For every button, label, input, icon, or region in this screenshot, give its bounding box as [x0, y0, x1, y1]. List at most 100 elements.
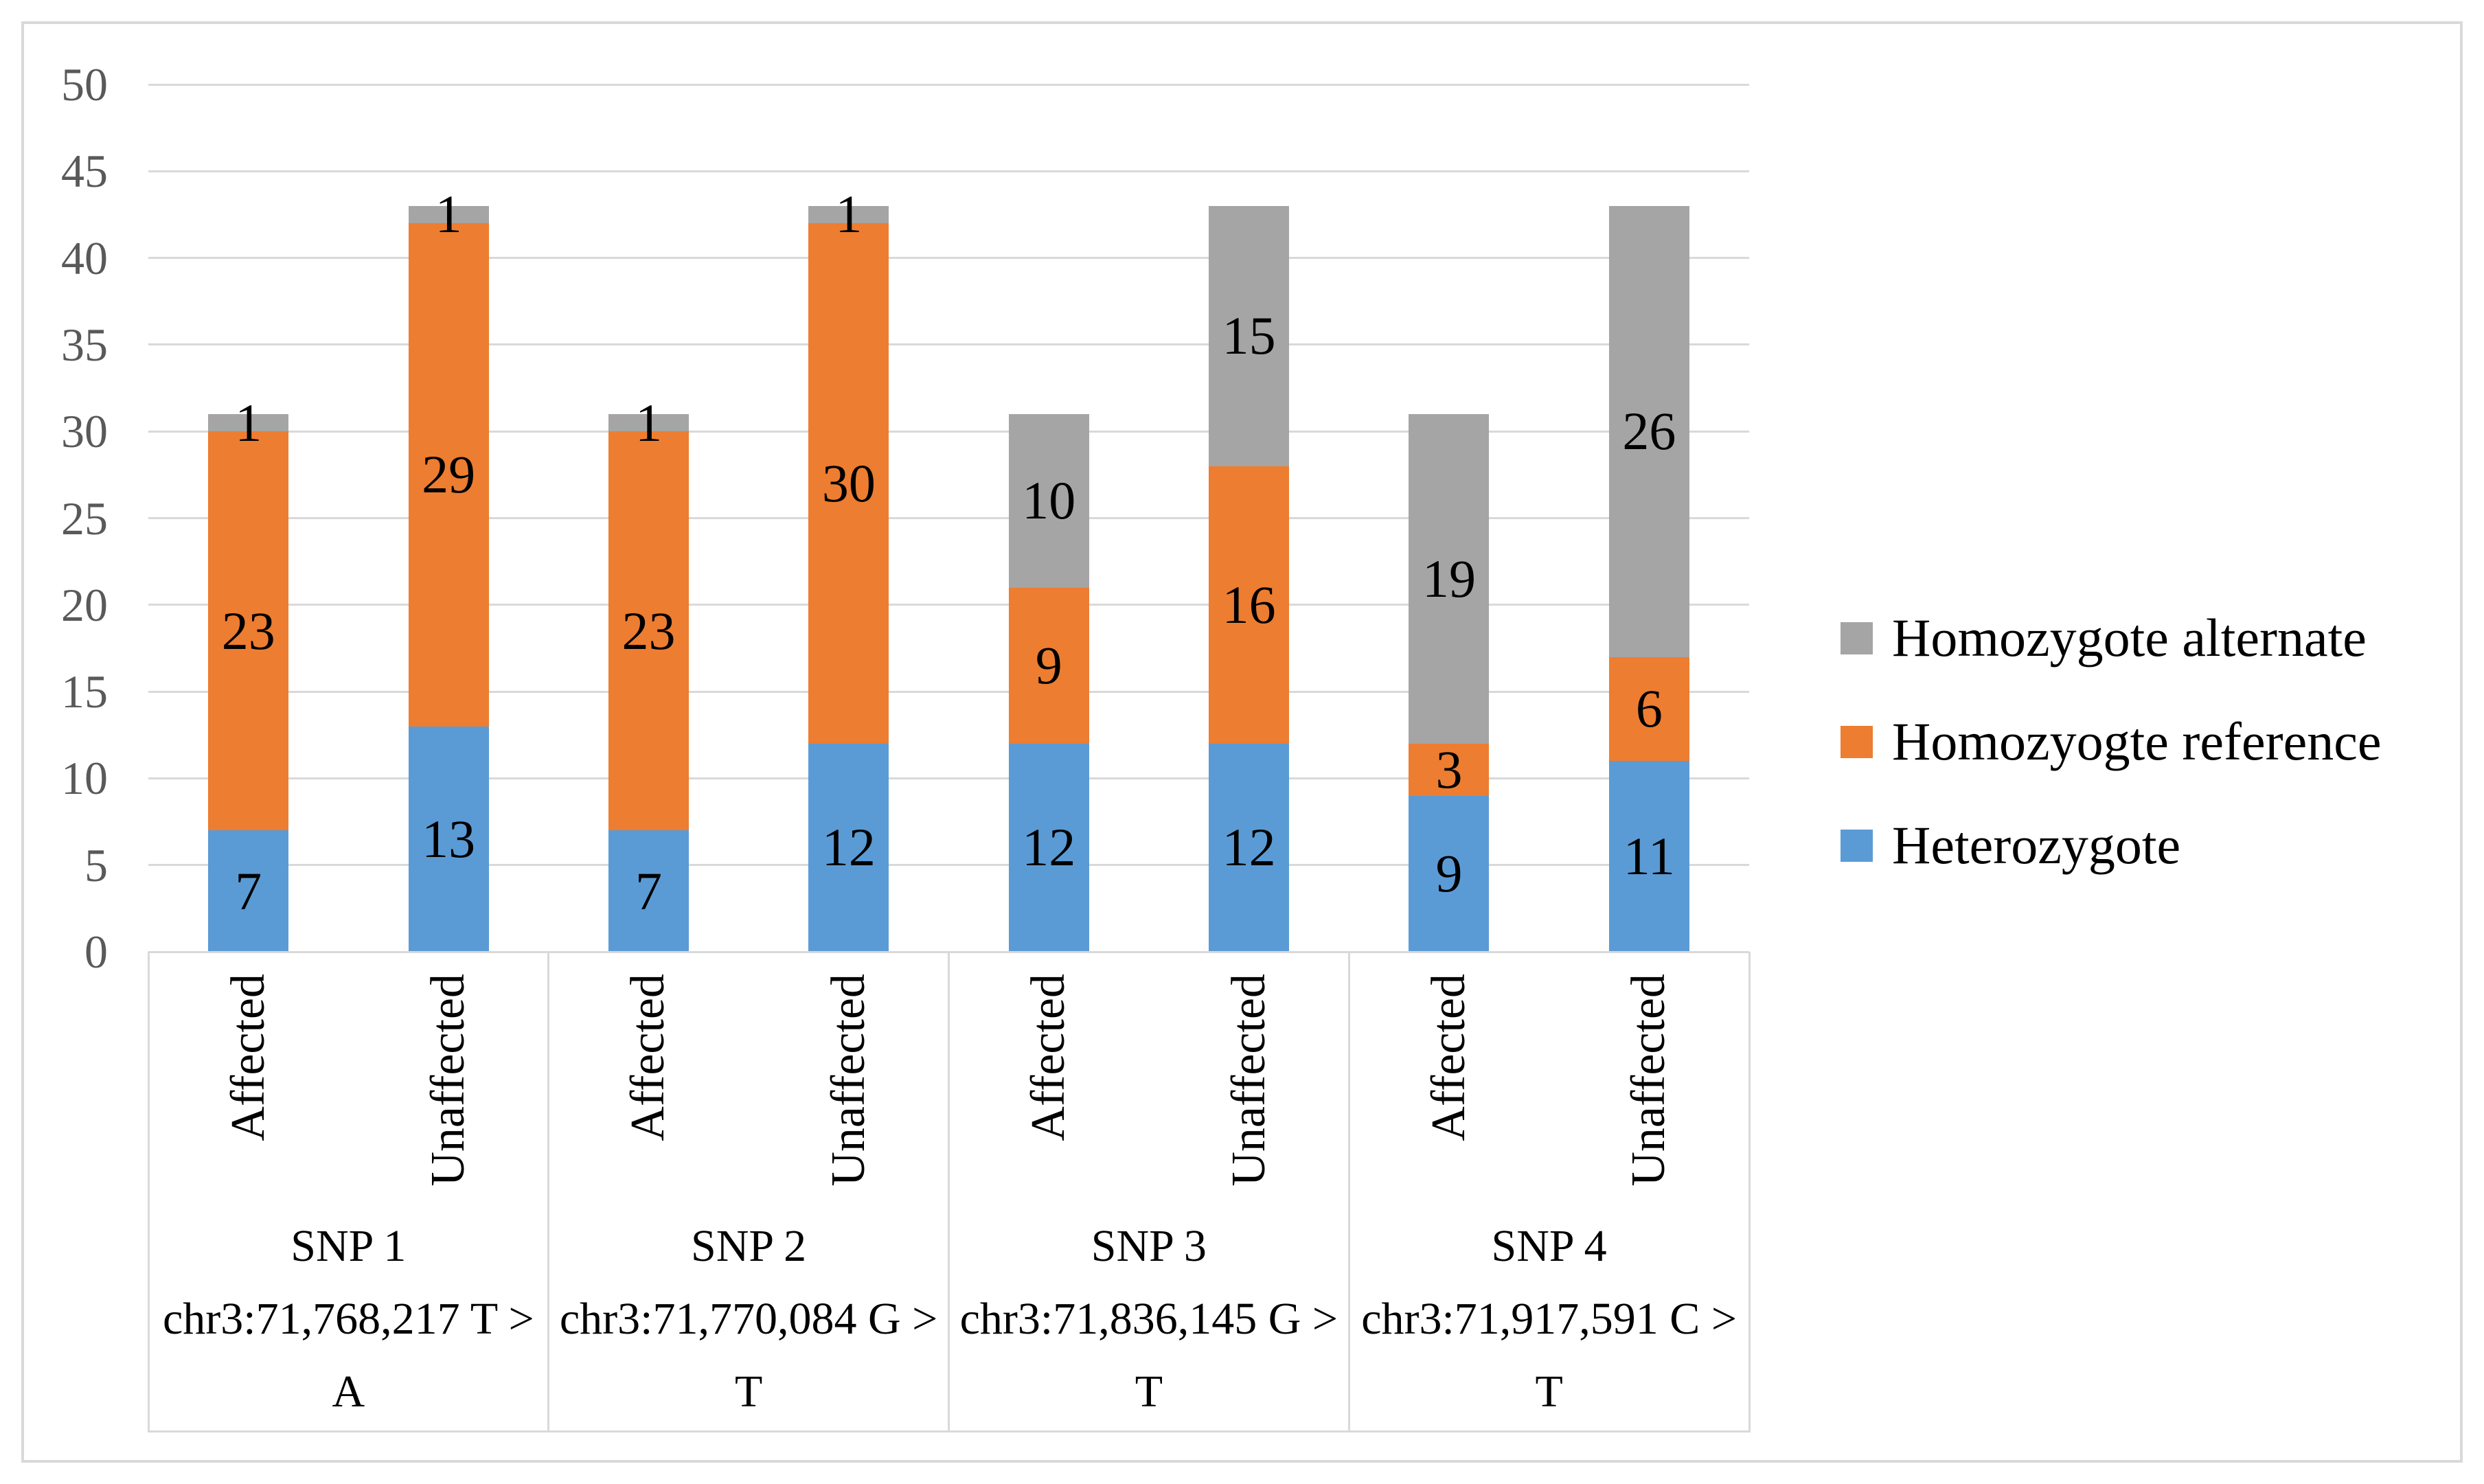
category-label-unaffected: Unaffected — [422, 974, 475, 1187]
gridline-15 — [148, 690, 1749, 693]
category-label-unaffected: Unaffected — [1622, 974, 1676, 1187]
bar-segment-heterozygote — [1209, 743, 1290, 952]
bar-segment-homozygote-alternate — [1008, 413, 1089, 588]
bar-segment-value-label: 1 — [835, 184, 863, 244]
category-label-unaffected: Unaffected — [1222, 974, 1275, 1187]
bar-segment-value-label: 26 — [1622, 401, 1676, 461]
y-tick-label-40: 40 — [61, 231, 108, 284]
gridline-35 — [148, 343, 1749, 346]
gridline-5 — [148, 864, 1749, 867]
category-label-unaffected: Unaffected — [821, 974, 875, 1187]
bar-segment-value-label: 12 — [1022, 817, 1076, 878]
y-tick-label-15: 15 — [61, 665, 108, 718]
bar-segment-value-label: 7 — [235, 860, 262, 921]
bar-segment-value-label: 23 — [622, 600, 676, 661]
snp-group-label-line: SNP 1 — [290, 1221, 407, 1271]
bar-segment-heterozygote — [1608, 761, 1689, 952]
snp-group-label-line: chr3:71,770,084 G > — [559, 1294, 938, 1344]
gridline-40 — [148, 257, 1749, 260]
bar-segment-heterozygote — [208, 830, 289, 952]
bar-segment-value-label: 11 — [1623, 826, 1675, 887]
snp-group-label-line: SNP 4 — [1491, 1221, 1607, 1271]
bar-segment-value-label: 12 — [1222, 817, 1276, 878]
bar-segment-homozygote-alternate — [608, 413, 689, 432]
gridline-25 — [148, 517, 1749, 519]
bar-segment-value-label: 9 — [1435, 843, 1463, 904]
snp-group-label: SNP 4 chr3:71,917,591 C > T — [1349, 1210, 1749, 1428]
category-label-affected: Affected — [221, 974, 275, 1141]
legend-item-heterozygote: Heterozygote — [1841, 819, 2180, 872]
bar-segment-homozygote-alternate — [208, 413, 289, 432]
bar-segment-value-label: 1 — [435, 184, 462, 244]
bar-segment-homozyogte-reference — [1608, 657, 1689, 762]
bar-segment-value-label: 3 — [1435, 739, 1463, 799]
bar-segment-homozyogte-reference — [1209, 466, 1290, 744]
snp-group-label-line: SNP 3 — [1091, 1221, 1207, 1271]
bar-segment-homozyogte-reference — [808, 223, 889, 744]
category-group-divider — [1748, 952, 1751, 1432]
bar-segment-value-label: 9 — [1035, 635, 1062, 696]
bar-segment-value-label: 30 — [821, 453, 876, 513]
y-tick-label-30: 30 — [61, 405, 108, 458]
bar-segment-value-label: 19 — [1422, 548, 1476, 608]
chart-border — [21, 21, 2463, 1463]
y-tick-label-5: 5 — [84, 838, 108, 891]
y-tick-label-20: 20 — [61, 578, 108, 631]
bar-segment-value-label: 29 — [422, 444, 476, 505]
bar-segment-homozyogte-reference — [608, 431, 689, 831]
category-label-affected: Affected — [1422, 974, 1475, 1141]
bar-segment-homozygote-alternate — [408, 205, 489, 224]
bar-segment-value-label: 1 — [635, 392, 662, 453]
y-tick-label-0: 0 — [84, 926, 108, 978]
snp-group-label-line: T — [1535, 1367, 1563, 1417]
bar-segment-homozyogte-reference — [1008, 587, 1089, 744]
snp-group-label-line: chr3:71,768,217 T > — [162, 1294, 534, 1344]
legend-swatch-icon — [1841, 621, 1873, 654]
snp-group-label-line: chr3:71,836,145 G > — [959, 1294, 1338, 1344]
y-tick-label-45: 45 — [61, 145, 108, 198]
snp-group-label-line: T — [1135, 1367, 1163, 1417]
bar-segment-heterozygote — [408, 726, 489, 952]
bar-segment-homozygote-alternate — [1409, 413, 1490, 744]
gridline-45 — [148, 170, 1749, 172]
snp-group-label: SNP 3 chr3:71,836,145 G > T — [949, 1210, 1349, 1428]
category-group-divider — [1347, 952, 1350, 1432]
category-group-divider — [948, 952, 950, 1432]
snp-group-label-line: chr3:71,917,591 C > — [1361, 1294, 1737, 1344]
legend-item-homozyogte-reference: Homozyogte reference — [1841, 715, 2381, 768]
gridline-20 — [148, 604, 1749, 606]
legend-swatch-icon — [1841, 829, 1873, 862]
bar-segment-value-label: 7 — [635, 860, 662, 921]
category-group-divider — [147, 952, 150, 1432]
legend-item-homozygote-alternate: Homozygote alternate — [1841, 611, 2367, 665]
gridline-50 — [148, 83, 1749, 86]
bar-segment-homozyogte-reference — [408, 223, 489, 727]
y-tick-label-25: 25 — [61, 492, 108, 545]
bar-segment-heterozygote — [808, 743, 889, 952]
bar-segment-homozygote-alternate — [1608, 205, 1689, 657]
bar-segment-heterozygote — [1409, 795, 1490, 952]
bar-segment-value-label: 23 — [221, 600, 275, 661]
y-tick-label-10: 10 — [61, 752, 108, 805]
bar-segment-value-label: 10 — [1022, 470, 1076, 531]
legend-label: Homozygote alternate — [1892, 608, 2367, 667]
legend-swatch-icon — [1841, 725, 1873, 758]
snp-group-label: SNP 1 chr3:71,768,217 T > A — [148, 1210, 549, 1428]
snp-group-label-line: SNP 2 — [691, 1221, 807, 1271]
bar-segment-homozygote-alternate — [1209, 205, 1290, 466]
bar-segment-value-label: 16 — [1222, 574, 1276, 635]
category-label-affected: Affected — [1022, 974, 1075, 1141]
bar-segment-value-label: 1 — [235, 392, 262, 453]
gridline-30 — [148, 430, 1749, 433]
bar-segment-value-label: 12 — [821, 817, 876, 878]
legend-label: Homozyogte reference — [1892, 711, 2382, 771]
bar-segment-value-label: 15 — [1222, 306, 1276, 366]
category-label-affected: Affected — [622, 974, 675, 1141]
bar-segment-homozygote-alternate — [808, 205, 889, 224]
gridline-10 — [148, 777, 1749, 779]
bar-segment-heterozygote — [1008, 743, 1089, 952]
category-group-divider — [547, 952, 550, 1432]
snp-group-label: SNP 2 chr3:71,770,084 G > T — [549, 1210, 949, 1428]
snp-group-label-line: T — [734, 1367, 763, 1417]
bar-segment-heterozygote — [608, 830, 689, 952]
